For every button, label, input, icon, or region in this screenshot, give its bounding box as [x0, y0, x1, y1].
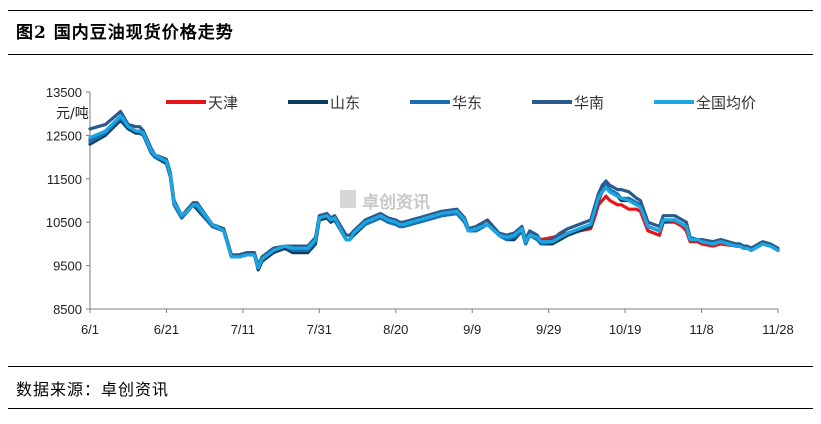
x-tick-label: 9/29: [536, 322, 561, 337]
y-tick-label: 11500: [47, 172, 82, 187]
series-line-1: [88, 118, 780, 272]
x-tick-label: 9/9: [463, 322, 481, 337]
series-line-2: [88, 116, 780, 270]
x-tick-label: 6/21: [154, 322, 179, 337]
y-tick-label: 13500: [46, 85, 82, 100]
legend-label-4: 全国均价: [696, 94, 756, 112]
x-tick-label: 7/11: [231, 322, 255, 337]
x-tick-label: 7/31: [307, 322, 332, 337]
y-tick-label: 12500: [46, 128, 82, 143]
series-line-4: [88, 114, 780, 270]
x-tick-label: 6/1: [81, 322, 99, 337]
line-chart: 8500 9500 10500 11500 12500 13500 6/1 6/21 7/11 7…: [46, 85, 794, 337]
y-tick-label: 10500: [46, 215, 82, 230]
x-tick-label: 11/28: [762, 322, 794, 337]
chart-axes: 8500 9500 10500 11500 12500 13500 6/1 6/21 7/11 7…: [46, 85, 794, 337]
x-tick-label: 10/19: [609, 322, 642, 337]
x-tick-label: 11/8: [689, 322, 713, 337]
title-rule: [8, 54, 813, 55]
y-tick-label: 9500: [53, 259, 82, 274]
watermark-text: 卓创资讯: [362, 192, 430, 213]
series-line-0: [88, 116, 780, 270]
y-unit-label: 元/吨: [56, 106, 89, 122]
legend-label-1: 山东: [330, 94, 360, 112]
legend-label-0: 天津: [208, 94, 238, 112]
series-line-3: [88, 109, 780, 268]
series-lines: [88, 109, 780, 272]
x-tick-label: 8/20: [383, 322, 408, 337]
legend-label-3: 华南: [574, 94, 604, 112]
top-rule: [8, 10, 813, 11]
source-note: 数据来源：卓创资讯: [16, 380, 170, 399]
watermark-logo: [340, 190, 356, 208]
y-tick-label: 8500: [53, 302, 82, 317]
legend-label-2: 华东: [452, 94, 482, 112]
chart-legend: 天津 山东 华东 华南 全国均价: [166, 94, 756, 112]
bottom-rule: [8, 366, 813, 367]
figure-title: 图2 国内豆油现货价格走势: [16, 23, 234, 43]
footer-rule: [8, 408, 813, 409]
